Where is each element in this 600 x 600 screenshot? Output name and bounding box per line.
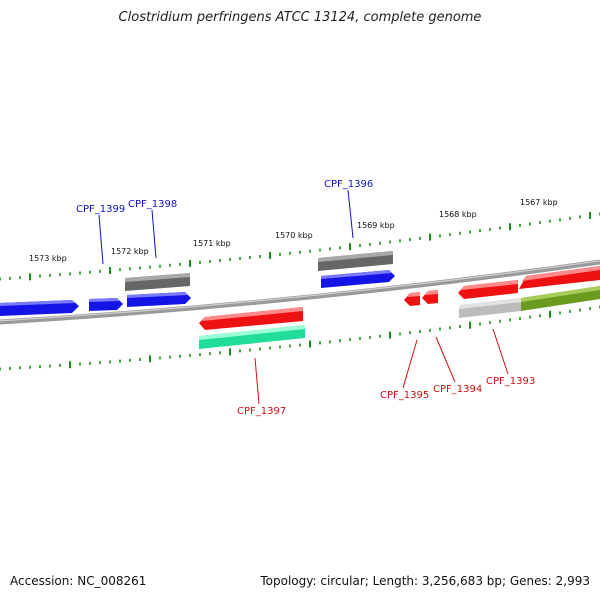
genome-backbone <box>0 259 600 325</box>
gene-arrow-cpf-1394[interactable] <box>422 290 438 304</box>
scale-label-1570: 1570 kbp <box>275 231 313 240</box>
map-title: Clostridium perfringens ATCC 13124, comp… <box>118 10 482 25</box>
gene-label-cpf-1399[interactable]: CPF_1399 <box>76 204 125 215</box>
scale-ticks-upper <box>0 212 600 281</box>
gene-block-cpf-1398-gray[interactable] <box>125 273 190 291</box>
scale-label-1569: 1569 kbp <box>357 221 395 230</box>
gene-arrow-cpf-1395[interactable] <box>404 292 420 306</box>
gene-block-cpf-1397-teal[interactable] <box>199 325 305 349</box>
scale-label-1568: 1568 kbp <box>439 210 477 219</box>
gene-label-cpf-1398[interactable]: CPF_1398 <box>128 199 177 210</box>
gene-arrow-cpf-1398[interactable] <box>127 292 191 307</box>
gene-arrow-cpf-1396[interactable] <box>321 270 395 288</box>
gene-arrow-cpf-1392[interactable] <box>519 266 600 289</box>
accession-text: Accession: NC_008261 <box>10 574 147 588</box>
scale-label-1567: 1567 kbp <box>520 198 558 207</box>
gene-label-cpf-1395[interactable]: CPF_1395 <box>380 390 429 401</box>
gene-arrow-cpf-1400[interactable] <box>0 300 79 316</box>
gene-label-cpf-1393[interactable]: CPF_1393 <box>486 376 535 387</box>
genome-summary-text: Topology: circular; Length: 3,256,683 bp… <box>260 574 590 588</box>
scale-label-1571: 1571 kbp <box>193 239 231 248</box>
gene-label-cpf-1394[interactable]: CPF_1394 <box>433 384 482 395</box>
gene-arrow-cpf-1393[interactable] <box>458 280 518 299</box>
gene-block-cpf-1396-gray[interactable] <box>318 251 393 271</box>
scale-label-1572: 1572 kbp <box>111 247 149 256</box>
scale-ticks-lower <box>0 305 600 371</box>
gene-block-olive[interactable] <box>521 286 600 311</box>
gene-block-cpf-1393-lightgray[interactable] <box>459 298 521 318</box>
gene-label-cpf-1397[interactable]: CPF_1397 <box>237 406 286 417</box>
gene-label-cpf-1396[interactable]: CPF_1396 <box>324 179 373 190</box>
gene-arrow-cpf-1397[interactable] <box>199 307 303 330</box>
scale-label-1573: 1573 kbp <box>29 254 67 263</box>
gene-arrow-cpf-1399[interactable] <box>89 298 123 311</box>
